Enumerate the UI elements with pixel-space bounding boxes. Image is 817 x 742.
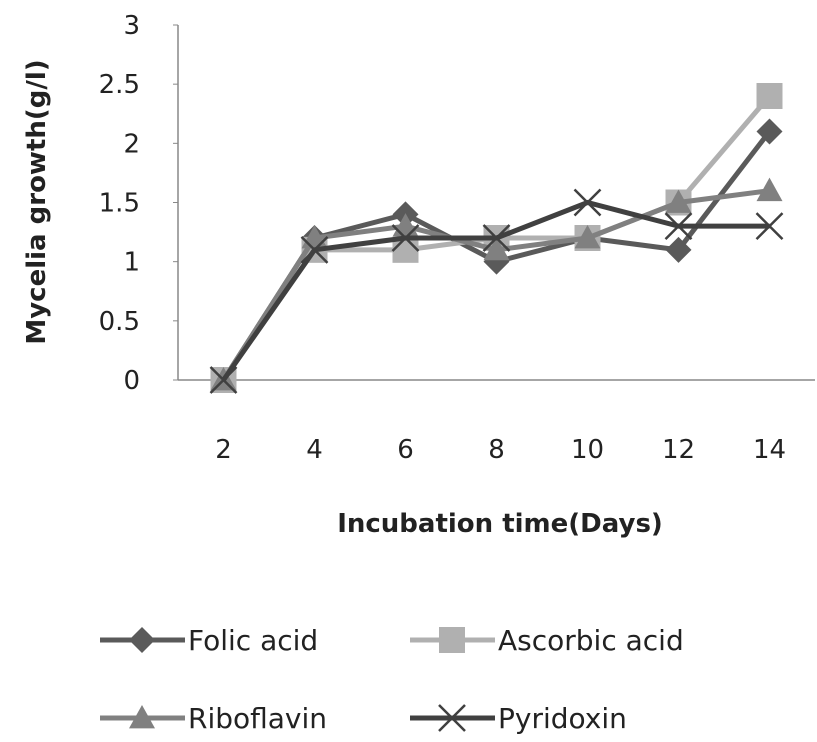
y-tick-label: 1 <box>123 248 140 278</box>
x-tick-label: 14 <box>753 435 786 465</box>
data-point <box>483 236 510 261</box>
data-point <box>756 83 783 109</box>
data-point <box>209 366 238 394</box>
y-tick-label: 2.5 <box>99 70 140 100</box>
legend-marker <box>129 705 155 729</box>
data-point <box>664 212 693 241</box>
y-tick-label: 0.5 <box>99 307 140 337</box>
y-axis-title: Mycelia growth(g/l) <box>22 59 52 344</box>
data-point <box>755 212 784 241</box>
legend-label: Riboflavin <box>188 702 327 735</box>
data-point <box>300 235 329 264</box>
data-point <box>391 224 420 252</box>
y-tick-label: 0 <box>123 366 140 396</box>
legend-marker <box>439 627 465 653</box>
legend-marker <box>129 627 155 653</box>
series-line <box>221 188 770 382</box>
y-tick-label: 1.5 <box>99 189 140 219</box>
x-tick-label: 2 <box>215 435 232 465</box>
legend-label: Pyridoxin <box>498 702 627 735</box>
x-tick-label: 12 <box>662 435 695 465</box>
data-point <box>665 236 692 263</box>
data-point <box>574 225 601 249</box>
data-point <box>756 118 783 145</box>
x-axis-title: Incubation time(Days) <box>337 509 663 539</box>
y-tick-label: 2 <box>123 129 140 159</box>
x-tick-label: 8 <box>488 435 505 465</box>
data-point <box>482 224 511 252</box>
data-point <box>665 189 692 213</box>
data-point <box>756 177 783 202</box>
data-point <box>573 188 602 217</box>
x-tick-label: 10 <box>571 435 604 465</box>
legend-label: Ascorbic acid <box>498 624 684 657</box>
x-tick-label: 6 <box>397 435 414 465</box>
x-tick-label: 4 <box>306 435 323 465</box>
legend-marker <box>438 704 466 732</box>
y-tick-label: 3 <box>123 11 140 41</box>
legend-label: Folic acid <box>188 624 318 657</box>
